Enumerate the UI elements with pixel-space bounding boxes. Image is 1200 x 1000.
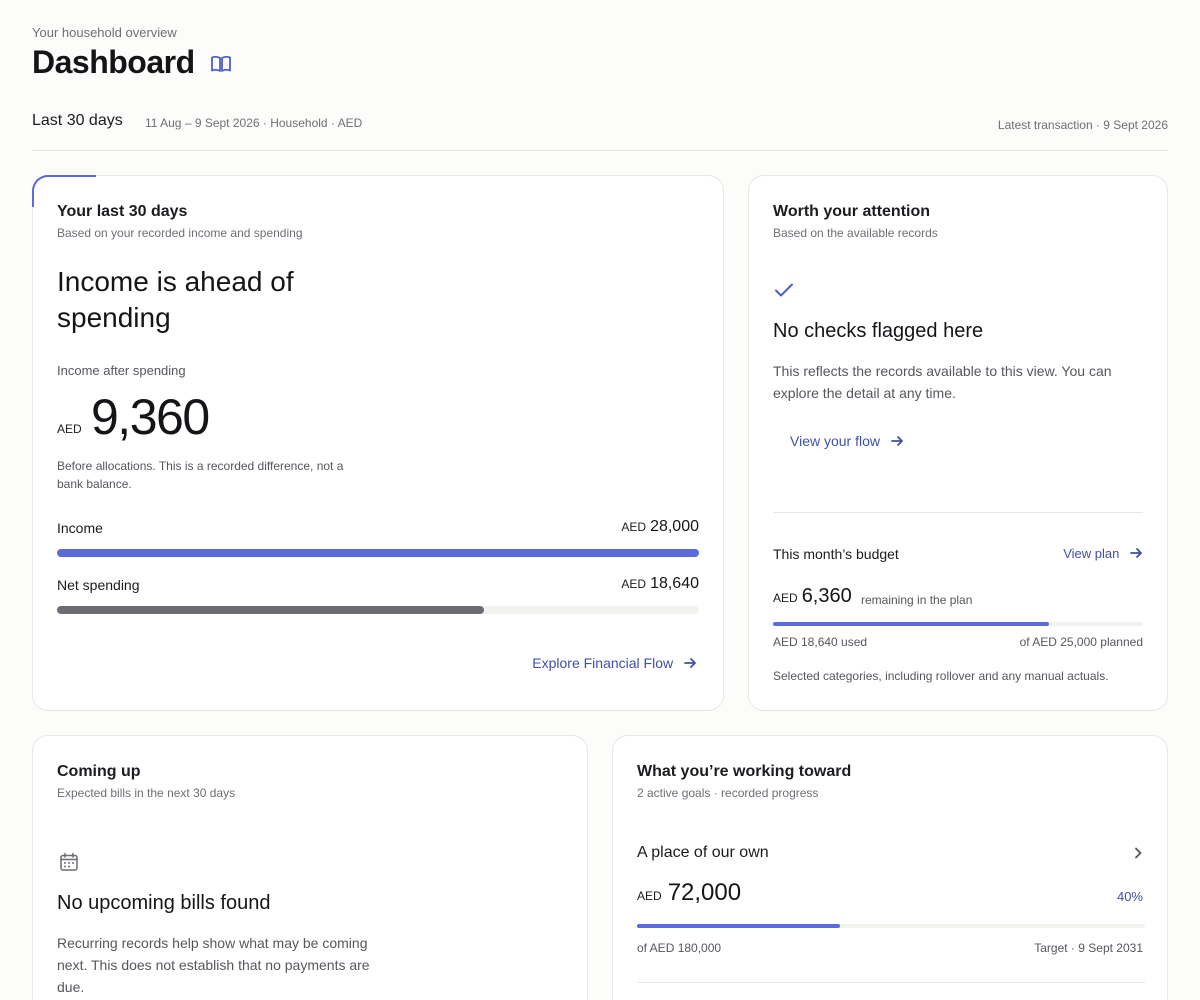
upcoming-heading: No upcoming bills found <box>57 892 271 914</box>
card-subtitle: Based on the available records <box>773 226 938 240</box>
goal-percent: 40% <box>1116 889 1143 904</box>
period-bar: Last 30 days 11 Aug – 9 Sept 2026 · Hous… <box>32 110 1168 151</box>
spending-bar-fill <box>57 606 485 614</box>
card-accent <box>32 175 96 207</box>
arrow-right-icon <box>891 436 903 446</box>
budget-title: This month’s budget <box>773 546 899 562</box>
income-amount: AED 28,000 <box>621 518 699 536</box>
view-flow-link[interactable]: View your flow <box>790 433 904 449</box>
spending-value: 18,640 <box>650 575 699 592</box>
divider <box>637 982 1145 983</box>
budget-remaining-label: remaining in the plan <box>861 593 973 607</box>
explore-link-label: Explore Financial Flow <box>532 655 674 671</box>
period-meta: 11 Aug – 9 Sept 2026 · Household · AED <box>145 116 363 130</box>
income-value: 28,000 <box>650 518 699 535</box>
budget-bar-fill <box>773 622 1049 626</box>
attention-heading: No checks flagged here <box>773 320 984 342</box>
page-eyebrow: Your household overview <box>32 25 177 40</box>
card-title: Coming up <box>57 763 141 780</box>
goal-amount: AED 72,000 <box>637 879 741 907</box>
net-label: Income after spending <box>57 363 186 378</box>
spending-currency: AED <box>621 577 647 591</box>
page-title: Dashboard <box>32 44 195 80</box>
card-title: What you’re working toward <box>637 763 852 780</box>
summary-headline: Income is ahead of spending <box>57 266 294 333</box>
card-subtitle: Expected bills in the next 30 days <box>57 786 236 800</box>
net-note: Before allocations. This is a recorded d… <box>57 459 344 491</box>
spending-bar <box>57 606 699 614</box>
goal-progress-fill <box>637 924 841 928</box>
goal-row[interactable]: A place of our own <box>637 842 1145 866</box>
net-currency: AED <box>57 422 82 436</box>
explore-financial-flow-link[interactable]: Explore Financial Flow <box>532 655 697 671</box>
upcoming-card: Coming up Expected bills in the next 30 … <box>32 735 588 1000</box>
budget-bar <box>773 622 1143 626</box>
arrow-right-icon <box>1130 548 1142 558</box>
budget-remaining-amount: AED 6,360 <box>773 585 852 608</box>
budget-note: Selected categories, including rollover … <box>773 669 1109 683</box>
book-open-icon[interactable] <box>209 53 233 75</box>
goals-card: What you’re working toward 2 active goal… <box>612 735 1168 1000</box>
attention-body: This reflects the records available to t… <box>773 363 1112 401</box>
card-subtitle: 2 active goals · recorded progress <box>637 786 819 800</box>
card-title: Your last 30 days <box>57 203 188 220</box>
view-plan-label: View plan <box>1063 546 1120 561</box>
income-currency: AED <box>621 520 647 534</box>
calendar-icon <box>59 852 79 872</box>
goal-total: of AED 180,000 <box>637 941 722 955</box>
card-title: Worth your attention <box>773 203 931 220</box>
upcoming-body: Recurring records help show what may be … <box>57 935 370 995</box>
latest-transaction: Latest transaction · 9 Sept 2026 <box>997 118 1168 132</box>
view-flow-label: View your flow <box>790 433 881 449</box>
summary-card: Your last 30 days Based on your recorded… <box>32 175 724 711</box>
income-bar-fill <box>57 549 699 557</box>
goal-value: 72,000 <box>667 879 742 906</box>
divider <box>773 512 1143 513</box>
goal-currency: AED <box>637 889 662 903</box>
budget-remaining-value: 6,360 <box>801 585 852 607</box>
view-plan-link[interactable]: View plan <box>1063 546 1143 561</box>
attention-card: Worth your attention Based on the availa… <box>748 175 1168 711</box>
income-bar <box>57 549 699 557</box>
check-icon <box>773 279 795 301</box>
spending-amount: AED 18,640 <box>621 575 699 593</box>
budget-currency: AED <box>773 591 798 605</box>
chevron-right-icon <box>1135 847 1142 859</box>
card-subtitle: Based on your recorded income and spendi… <box>57 226 303 240</box>
income-label: Income <box>57 520 103 536</box>
arrow-right-icon <box>684 658 696 668</box>
budget-used: AED 18,640 used <box>773 635 868 649</box>
goal-name: A place of our own <box>637 844 769 861</box>
budget-planned: of AED 25,000 planned <box>1019 635 1143 649</box>
spending-label: Net spending <box>57 577 140 593</box>
net-value: 9,360 <box>91 389 210 445</box>
goal-target: Target · 9 Sept 2031 <box>1034 941 1143 955</box>
goal-progress-bar <box>637 924 1145 928</box>
period-label: Last 30 days <box>32 112 123 129</box>
